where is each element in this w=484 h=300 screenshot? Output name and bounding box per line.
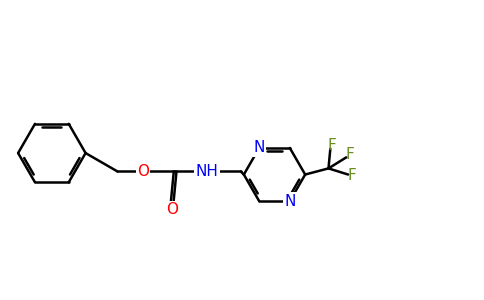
Text: NH: NH xyxy=(196,164,218,179)
Text: O: O xyxy=(166,202,178,217)
Text: O: O xyxy=(137,164,149,179)
Text: N: N xyxy=(284,194,296,208)
Text: F: F xyxy=(346,147,354,162)
Text: F: F xyxy=(348,168,356,183)
Text: F: F xyxy=(327,138,336,153)
Text: N: N xyxy=(254,140,265,155)
